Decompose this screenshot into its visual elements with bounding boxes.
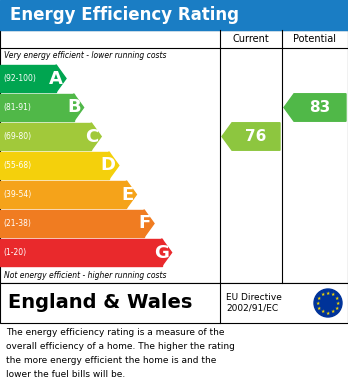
- Text: lower the fuel bills will be.: lower the fuel bills will be.: [6, 370, 125, 379]
- Text: D: D: [101, 156, 116, 174]
- Text: ★: ★: [331, 309, 335, 314]
- Text: 2002/91/EC: 2002/91/EC: [226, 303, 278, 312]
- Bar: [0, 94, 73, 121]
- Text: Energy Efficiency Rating: Energy Efficiency Rating: [10, 6, 239, 24]
- Text: ★: ★: [321, 292, 325, 297]
- Text: Current: Current: [232, 34, 269, 44]
- Text: F: F: [139, 215, 151, 233]
- Polygon shape: [222, 123, 280, 150]
- Polygon shape: [161, 239, 172, 266]
- Text: ★: ★: [331, 292, 335, 297]
- Bar: [0, 210, 144, 237]
- Text: 83: 83: [309, 100, 331, 115]
- Text: (39-54): (39-54): [3, 190, 31, 199]
- Polygon shape: [284, 94, 346, 121]
- Text: (69-80): (69-80): [3, 132, 31, 141]
- Text: Very energy efficient - lower running costs: Very energy efficient - lower running co…: [4, 52, 166, 61]
- Bar: [0, 123, 91, 150]
- Text: ★: ★: [317, 305, 322, 310]
- Polygon shape: [91, 123, 101, 150]
- Polygon shape: [109, 152, 119, 179]
- Text: A: A: [49, 70, 63, 88]
- Text: (1-20): (1-20): [3, 248, 26, 257]
- Bar: [0, 30, 348, 283]
- Text: England & Wales: England & Wales: [8, 294, 192, 312]
- Text: E: E: [121, 185, 133, 203]
- Text: ★: ★: [334, 296, 339, 301]
- Text: Not energy efficient - higher running costs: Not energy efficient - higher running co…: [4, 271, 166, 280]
- Circle shape: [314, 289, 342, 317]
- Bar: [0, 152, 109, 179]
- Text: (81-91): (81-91): [3, 103, 31, 112]
- Text: (55-68): (55-68): [3, 161, 31, 170]
- Polygon shape: [56, 65, 66, 92]
- Text: ★: ★: [326, 291, 330, 296]
- Polygon shape: [144, 210, 154, 237]
- Bar: [0, 65, 56, 92]
- Text: EU Directive: EU Directive: [226, 294, 282, 303]
- Text: B: B: [67, 99, 81, 117]
- Polygon shape: [126, 181, 136, 208]
- Text: ★: ★: [326, 310, 330, 316]
- Polygon shape: [73, 94, 84, 121]
- Text: (92-100): (92-100): [3, 74, 36, 83]
- Text: G: G: [154, 244, 168, 262]
- Text: ★: ★: [317, 296, 322, 301]
- Bar: [0, 181, 126, 208]
- Text: ★: ★: [321, 309, 325, 314]
- Bar: [0, 283, 348, 323]
- Text: overall efficiency of a home. The higher the rating: overall efficiency of a home. The higher…: [6, 342, 235, 351]
- Text: Potential: Potential: [293, 34, 337, 44]
- Text: ★: ★: [316, 301, 320, 305]
- Text: C: C: [85, 127, 98, 145]
- Text: 76: 76: [245, 129, 267, 144]
- Text: (21-38): (21-38): [3, 219, 31, 228]
- Bar: [0, 0, 348, 30]
- Text: ★: ★: [334, 305, 339, 310]
- Bar: [0, 239, 161, 266]
- Text: The energy efficiency rating is a measure of the: The energy efficiency rating is a measur…: [6, 328, 224, 337]
- Text: the more energy efficient the home is and the: the more energy efficient the home is an…: [6, 356, 216, 365]
- Text: ★: ★: [336, 301, 340, 305]
